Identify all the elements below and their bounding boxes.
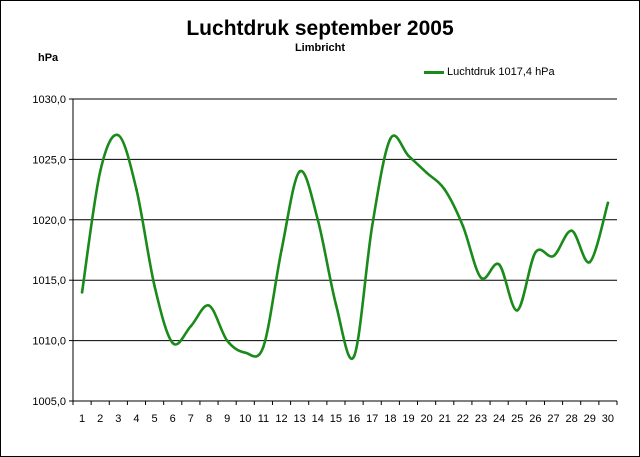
data-point — [443, 188, 447, 191]
data-point — [262, 345, 265, 348]
data-point — [552, 254, 555, 258]
x-tick-label: 30 — [602, 413, 614, 425]
data-point — [334, 303, 338, 306]
chart-subtitle: Limbricht — [294, 42, 346, 54]
data-point — [588, 260, 592, 264]
x-tick-label: 20 — [420, 413, 432, 425]
data-point — [352, 355, 356, 358]
series-line-0 — [80, 133, 610, 361]
x-tick-label: 2 — [97, 413, 103, 425]
x-tick-label: 17 — [366, 413, 378, 425]
y-tick-label: 1005,0 — [32, 396, 66, 408]
data-point — [298, 170, 301, 173]
x-tick-label: 12 — [275, 413, 287, 425]
x-tick-label: 6 — [170, 413, 176, 425]
x-tick-label: 22 — [457, 413, 469, 425]
data-point — [515, 309, 519, 312]
data-point — [189, 324, 193, 328]
data-point — [497, 263, 501, 266]
x-tick-label: 26 — [529, 413, 541, 425]
legend-label: Luchtdruk 1017,4 hPa — [447, 66, 555, 78]
x-tick-label: 14 — [312, 413, 324, 425]
legend: Luchtdruk 1017,4 hPa — [424, 66, 555, 78]
data-point — [135, 188, 138, 191]
data-point — [479, 276, 483, 280]
data-point — [280, 248, 283, 252]
x-tick-label: 9 — [224, 413, 230, 425]
x-tick-label: 16 — [348, 413, 360, 425]
x-tick-label: 7 — [188, 413, 194, 425]
data-point — [570, 229, 573, 232]
data-point — [407, 154, 410, 158]
x-tick-label: 29 — [584, 413, 596, 425]
data-point — [389, 137, 392, 141]
x-tick-label: 13 — [294, 413, 306, 425]
x-tick-label: 8 — [206, 413, 212, 425]
x-tick-label: 4 — [133, 413, 139, 425]
y-tick-label: 1025,0 — [32, 154, 66, 166]
data-point — [171, 341, 175, 345]
chart-title: Luchtdruk september 2005 — [186, 17, 454, 40]
y-tick-label: 1020,0 — [32, 215, 66, 227]
y-tick-label: 1010,0 — [32, 336, 66, 348]
data-point — [98, 170, 102, 173]
data-point — [207, 304, 211, 307]
data-point — [225, 339, 229, 342]
x-tick-label: 11 — [258, 413, 269, 425]
x-tick-label: 1 — [79, 413, 85, 425]
x-tick-label: 18 — [384, 413, 396, 425]
data-point — [370, 224, 374, 228]
x-tick-label: 5 — [152, 413, 158, 425]
x-tick-label: 19 — [402, 413, 414, 425]
data-point — [606, 201, 610, 205]
x-tick-label: 3 — [115, 413, 121, 425]
x-tick-label: 27 — [547, 413, 559, 425]
legend-swatch — [424, 70, 444, 74]
y-tick-label: 1030,0 — [32, 94, 66, 106]
data-point — [534, 251, 537, 254]
data-point — [117, 133, 120, 137]
x-tick-label: 28 — [566, 413, 578, 425]
x-tick-label: 23 — [475, 413, 487, 425]
data-point — [153, 284, 156, 288]
y-axis-unit-label: hPa — [38, 52, 59, 64]
data-point — [243, 351, 247, 354]
y-tick-label: 1015,0 — [32, 275, 66, 287]
x-tick-label: 15 — [330, 413, 342, 425]
data-point — [461, 224, 465, 228]
x-tick-label: 25 — [511, 413, 523, 425]
x-tick-label: 24 — [493, 413, 505, 425]
data-point — [80, 290, 84, 294]
x-tick-label: 21 — [439, 413, 451, 425]
data-point — [316, 218, 320, 222]
data-point — [425, 171, 428, 174]
x-tick-label: 10 — [239, 413, 251, 425]
